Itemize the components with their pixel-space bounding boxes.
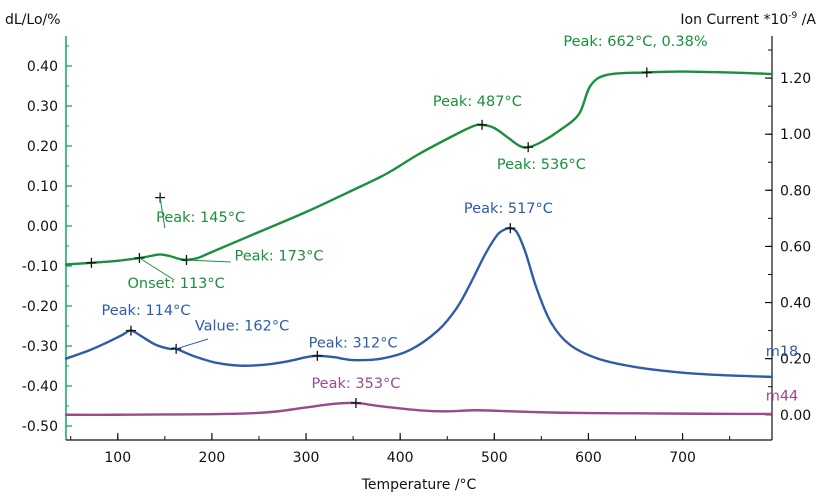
right-axis-tick-label: 0.20	[780, 352, 811, 368]
x-axis-tick-label: 600	[575, 450, 602, 466]
right-axis-tick-label: 1.20	[780, 71, 811, 87]
x-axis-tick-label: 300	[293, 450, 320, 466]
right-axis-title-exponent: -9	[788, 11, 797, 21]
annotation-label: Peak: 662°C, 0.38%	[563, 34, 707, 50]
right-axis-title-main: Ion Current *10	[680, 12, 788, 28]
left-axis-tick-label: 0.20	[27, 139, 58, 155]
left-axis-tick-label: -0.20	[22, 299, 58, 315]
annotation-label: Peak: 114°C	[102, 303, 191, 319]
series-line-m44	[64, 401, 774, 416]
annotation-label: Value: 162°C	[195, 319, 289, 335]
annotation-label: Peak: 517°C	[464, 201, 553, 217]
series-label-m44: m44	[766, 389, 799, 405]
left-axis-tick-label: 0.40	[27, 59, 58, 75]
series-label-m18: m18	[766, 344, 799, 360]
left-axis-tick-label: -0.10	[22, 259, 58, 275]
left-axis-tick-label: 0.30	[27, 99, 58, 115]
right-axis-tick-label: 0.00	[780, 408, 811, 424]
left-axis-tick-label: -0.30	[22, 339, 58, 355]
left-axis-tick-label: 0.10	[27, 179, 58, 195]
annotation-label: Peak: 145°C	[156, 210, 245, 226]
x-axis-tick-label: 200	[199, 450, 226, 466]
right-axis-tick-label: 0.60	[780, 239, 811, 255]
annotation-label: Peak: 353°C	[311, 376, 400, 392]
annotation-leader	[175, 338, 209, 350]
left-axis-tick-label: -0.40	[22, 379, 58, 395]
annotation-label: Peak: 312°C	[309, 335, 398, 351]
right-axis-title: Ion Current *10-9 /A	[680, 11, 816, 28]
x-axis-title: Temperature /°C	[361, 477, 477, 493]
x-axis-tick-label: 500	[481, 450, 508, 466]
annotation-label: Peak: 173°C	[234, 248, 323, 264]
annotation-leader	[139, 257, 175, 281]
x-axis-tick-label: 400	[387, 450, 414, 466]
axes: 0.40 0.30 0.20 0.10 0.00 -0.10 -0.20 -0.30 -0.40…	[22, 36, 811, 466]
annotation-leader	[186, 259, 231, 263]
annotation-leader	[159, 197, 166, 229]
right-axis-tick-label: 0.80	[780, 183, 811, 199]
left-axis-tick-label: -0.50	[22, 419, 58, 435]
annotation-label: Peak: 536°C	[497, 157, 586, 173]
series-line-dilatation	[64, 70, 774, 266]
annotation-label: Peak: 487°C	[433, 94, 522, 110]
left-axis-tick-label: 0.00	[27, 219, 58, 235]
series-layer: m18 m44	[64, 70, 799, 416]
left-axis-title: dL/Lo/%	[5, 12, 61, 28]
annotation-label: Onset: 113°C	[127, 276, 224, 292]
x-axis-tick-label: 700	[669, 450, 696, 466]
right-axis-title-unit: /A	[797, 12, 816, 28]
right-axis-tick-label: 0.40	[780, 296, 811, 312]
x-axis-tick-label: 100	[104, 450, 131, 466]
annotation-layer: Peak: 662°C, 0.38% Peak: 487°C Peak: 536°C…	[86, 34, 708, 408]
series-line-m18	[64, 226, 774, 379]
right-axis-tick-label: 1.00	[780, 127, 811, 143]
